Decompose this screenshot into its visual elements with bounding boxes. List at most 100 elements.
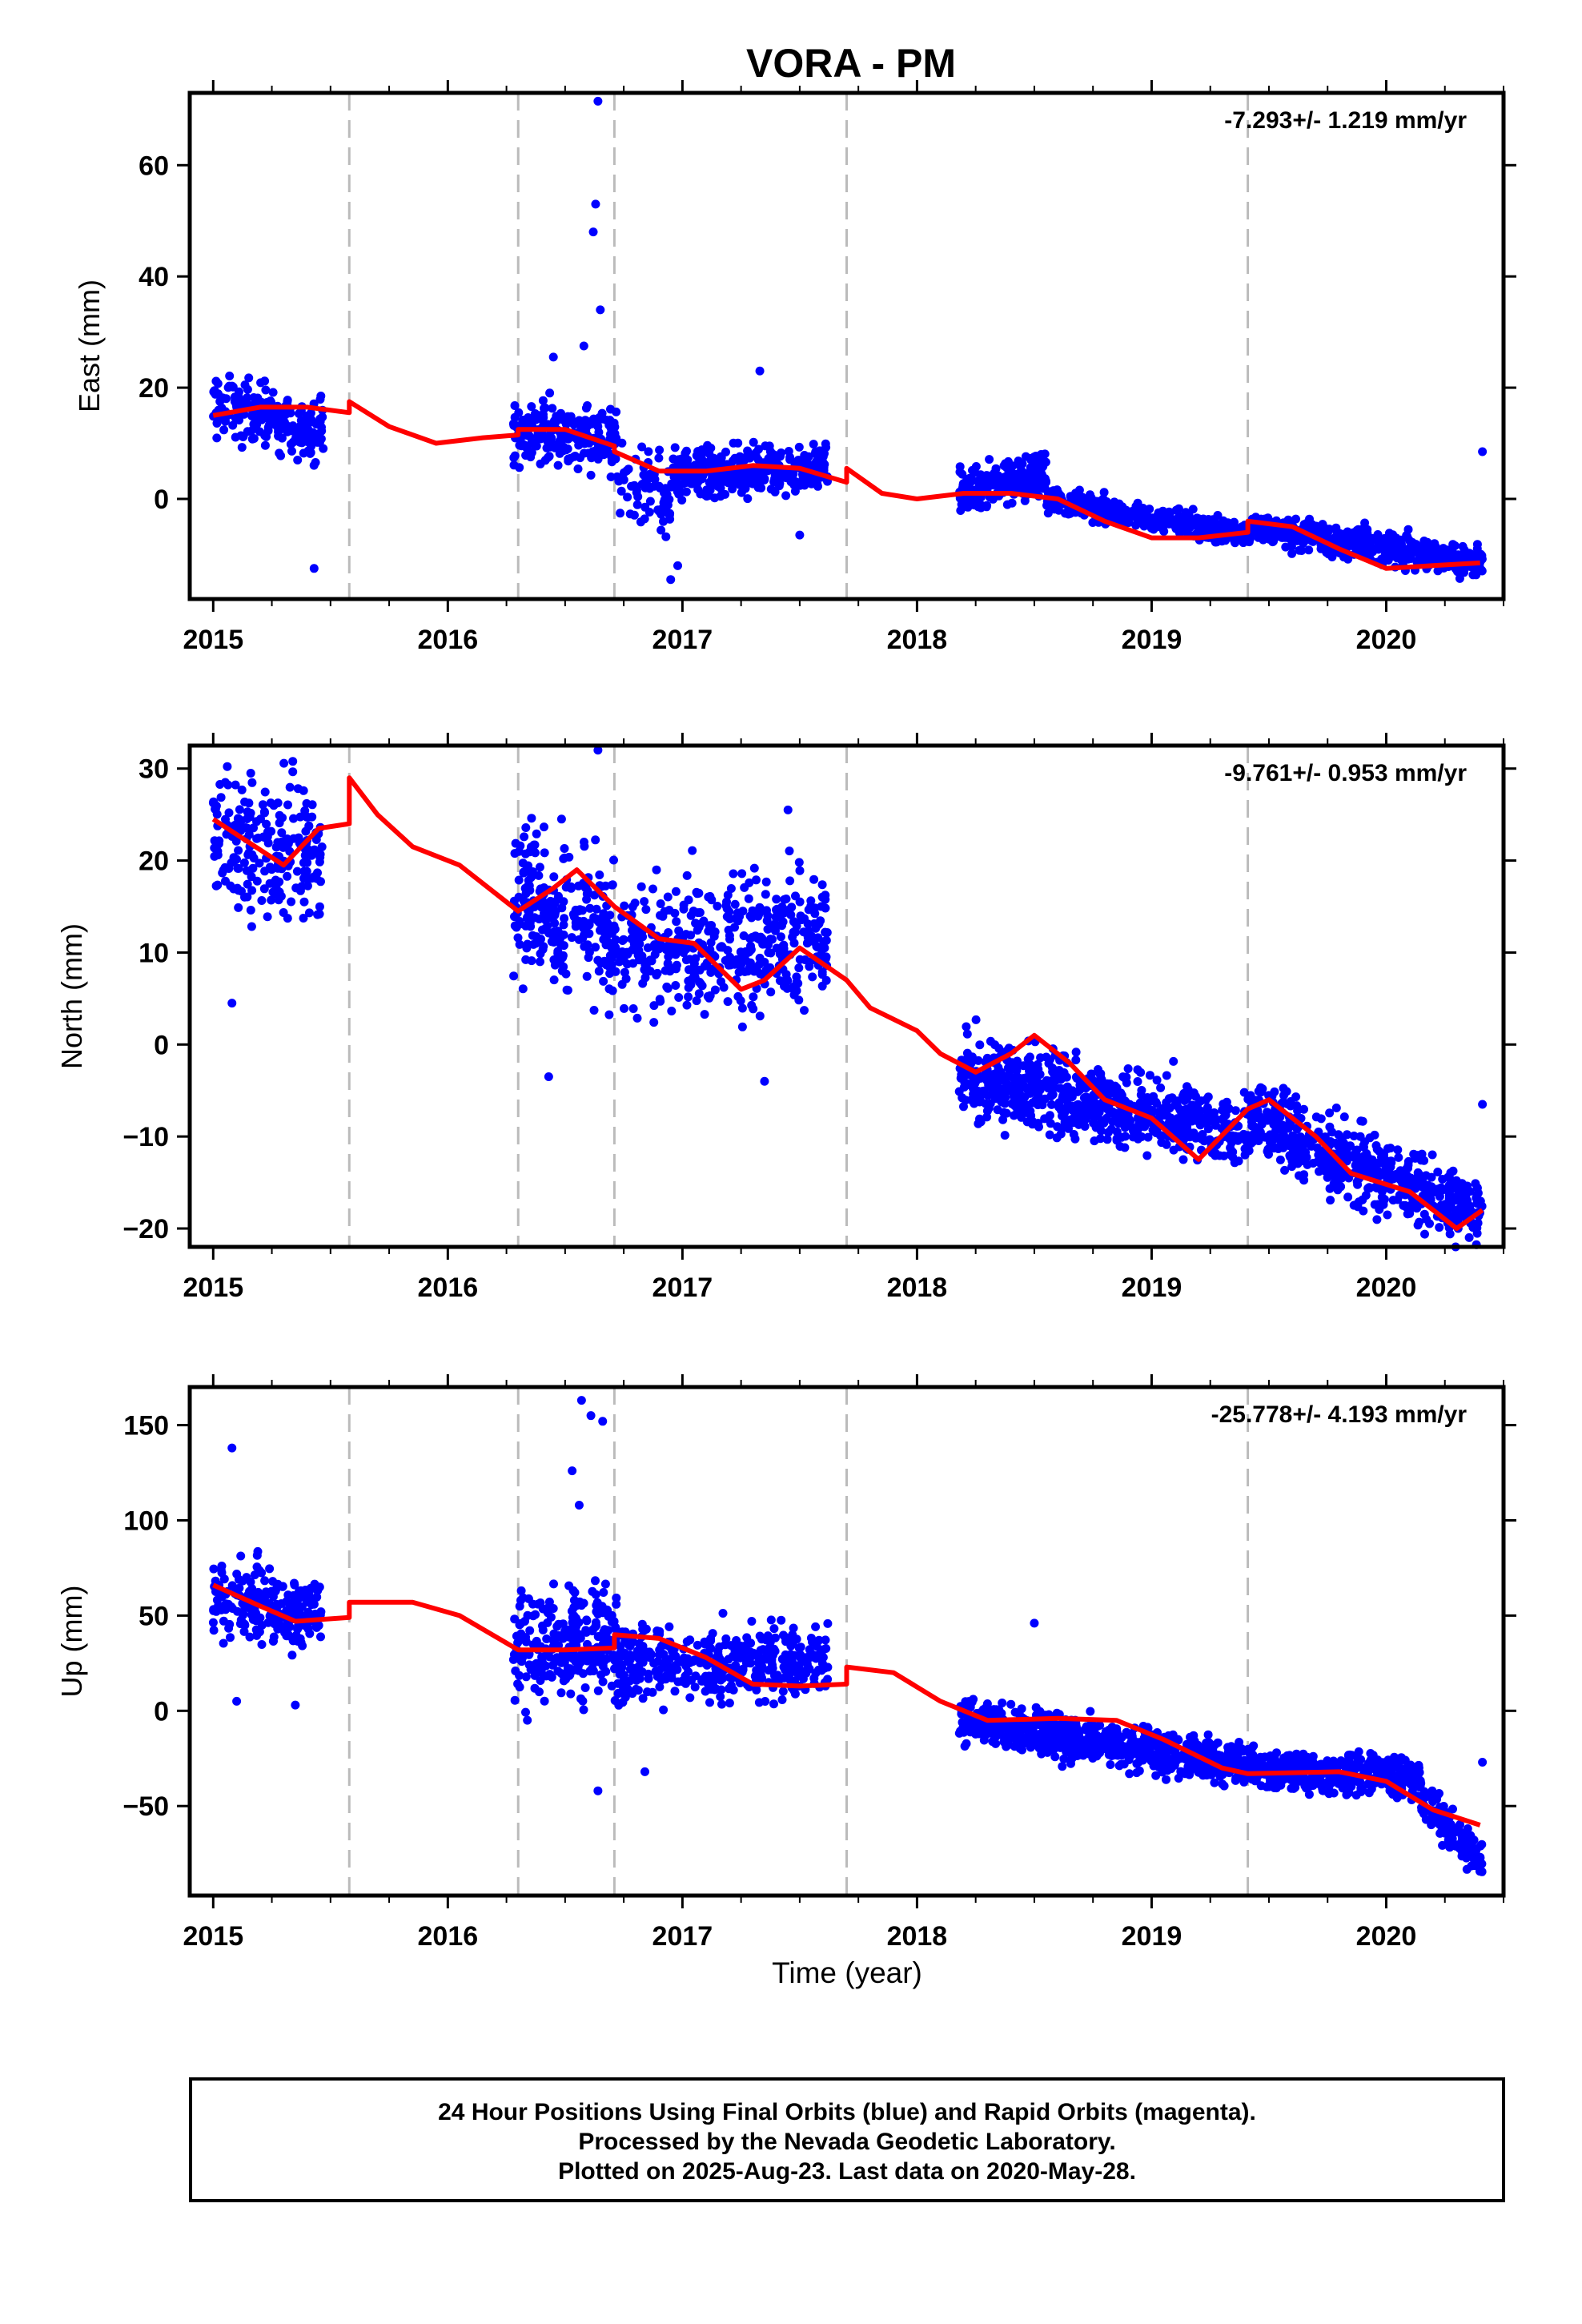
east-point-1023 xyxy=(968,465,977,475)
north-point-2008 xyxy=(1299,1170,1309,1180)
east-point-1933 xyxy=(1402,531,1411,541)
east-point-713 xyxy=(670,443,680,452)
north-point-1483 xyxy=(1195,1120,1205,1130)
north-point-76 xyxy=(288,767,298,777)
north-point-1560 xyxy=(962,1022,971,1031)
east-point-773 xyxy=(686,479,696,489)
north-x-tick-label-2020: 2020 xyxy=(1356,1273,1417,1303)
north-point-812 xyxy=(695,908,705,917)
east-point-1455 xyxy=(1207,520,1216,529)
north-point-2113 xyxy=(1457,1179,1467,1188)
east-point-483 xyxy=(665,509,674,518)
north-x-tick-label-2017: 2017 xyxy=(652,1273,713,1303)
north-point-1559 xyxy=(990,1040,1000,1050)
north-point-2102 xyxy=(1253,1113,1263,1123)
east-point-1869 xyxy=(1458,541,1468,551)
north-point-636 xyxy=(808,972,817,982)
north-point-80 xyxy=(224,808,234,818)
north-point-502 xyxy=(671,887,681,896)
north-point-442 xyxy=(520,832,529,842)
north-point-757 xyxy=(761,877,771,887)
north-point-2057 xyxy=(1283,1099,1292,1108)
north-point-816 xyxy=(667,1007,677,1015)
north-point-451 xyxy=(525,914,535,923)
east-point-388 xyxy=(611,454,620,464)
east-point-1884 xyxy=(1244,537,1254,547)
north-point-206 xyxy=(279,908,288,917)
north-point-2151 xyxy=(544,1072,553,1082)
north-point-748 xyxy=(694,989,704,999)
north-point-879 xyxy=(663,941,673,951)
north-point-568 xyxy=(785,846,794,856)
north-point-859 xyxy=(707,895,717,905)
north-point-506 xyxy=(794,963,804,973)
north-point-2034 xyxy=(1360,1137,1370,1147)
up-point-82 xyxy=(315,1582,324,1592)
east-point-495 xyxy=(619,475,628,485)
north-point-52 xyxy=(213,880,223,890)
east-point-1050 xyxy=(1029,455,1038,464)
east-point-2041 xyxy=(755,366,765,376)
north-point-1581 xyxy=(1083,1096,1093,1106)
east-point-2007 xyxy=(1435,553,1445,561)
north-point-682 xyxy=(663,892,673,902)
up-point-286 xyxy=(580,1683,590,1692)
east-point-775 xyxy=(741,475,750,485)
east-y-tick-label-40: 40 xyxy=(139,262,169,292)
east-point-199 xyxy=(247,412,257,420)
north-point-1403 xyxy=(975,1097,985,1107)
north-point-428 xyxy=(509,971,519,981)
east-point-149 xyxy=(305,448,315,458)
east-point-23 xyxy=(244,373,254,383)
north-point-209 xyxy=(263,912,272,922)
north-point-855 xyxy=(765,923,775,933)
north-point-801 xyxy=(797,915,806,925)
east-y-axis-label: East (mm) xyxy=(73,279,106,412)
north-x-tick-label-2019: 2019 xyxy=(1122,1273,1182,1303)
east-point-437 xyxy=(645,497,655,506)
east-point-738 xyxy=(673,487,682,497)
east-point-410 xyxy=(609,418,619,428)
north-point-1954 xyxy=(1375,1147,1384,1156)
up-point-462 xyxy=(596,1658,605,1667)
north-point-152 xyxy=(317,842,327,851)
up-point-428 xyxy=(536,1598,545,1607)
east-point-430 xyxy=(656,525,666,535)
north-point-894 xyxy=(739,931,749,940)
north-point-466 xyxy=(527,956,536,966)
up-point-152 xyxy=(255,1627,264,1637)
north-point-826 xyxy=(722,897,731,907)
north-point-419 xyxy=(534,870,544,880)
north-point-2079 xyxy=(1443,1207,1452,1216)
north-point-1591 xyxy=(1180,1133,1190,1143)
north-point-701 xyxy=(817,967,827,977)
east-point-32 xyxy=(219,425,229,435)
up-point-442 xyxy=(579,1705,588,1715)
north-point-434 xyxy=(532,829,541,838)
north-point-713 xyxy=(821,975,831,985)
north-point-727 xyxy=(755,1011,765,1021)
up-point-343 xyxy=(582,1615,592,1625)
north-point-895 xyxy=(689,959,699,968)
north-point-196 xyxy=(246,769,255,778)
east-point-201 xyxy=(266,396,275,406)
north-point-924 xyxy=(1123,1064,1133,1073)
north-point-1537 xyxy=(1048,1067,1058,1076)
north-point-1300 xyxy=(962,1029,972,1039)
east-point-2031 xyxy=(591,199,600,209)
up-point-556 xyxy=(747,1617,757,1626)
east-point-1482 xyxy=(1090,497,1099,505)
north-point-475 xyxy=(558,951,568,960)
north-point-478 xyxy=(510,849,520,858)
north-point-1490 xyxy=(1046,1092,1056,1101)
east-point-1503 xyxy=(1178,526,1188,536)
north-point-725 xyxy=(693,889,702,899)
east-point-809 xyxy=(794,442,804,452)
north-point-823 xyxy=(700,1010,709,1019)
east-point-450 xyxy=(654,453,664,463)
up-point-438 xyxy=(593,1610,603,1618)
north-point-648 xyxy=(628,1004,638,1013)
up-point-636 xyxy=(746,1638,756,1648)
up-point-194 xyxy=(290,1578,299,1588)
north-point-1477 xyxy=(1106,1088,1115,1098)
